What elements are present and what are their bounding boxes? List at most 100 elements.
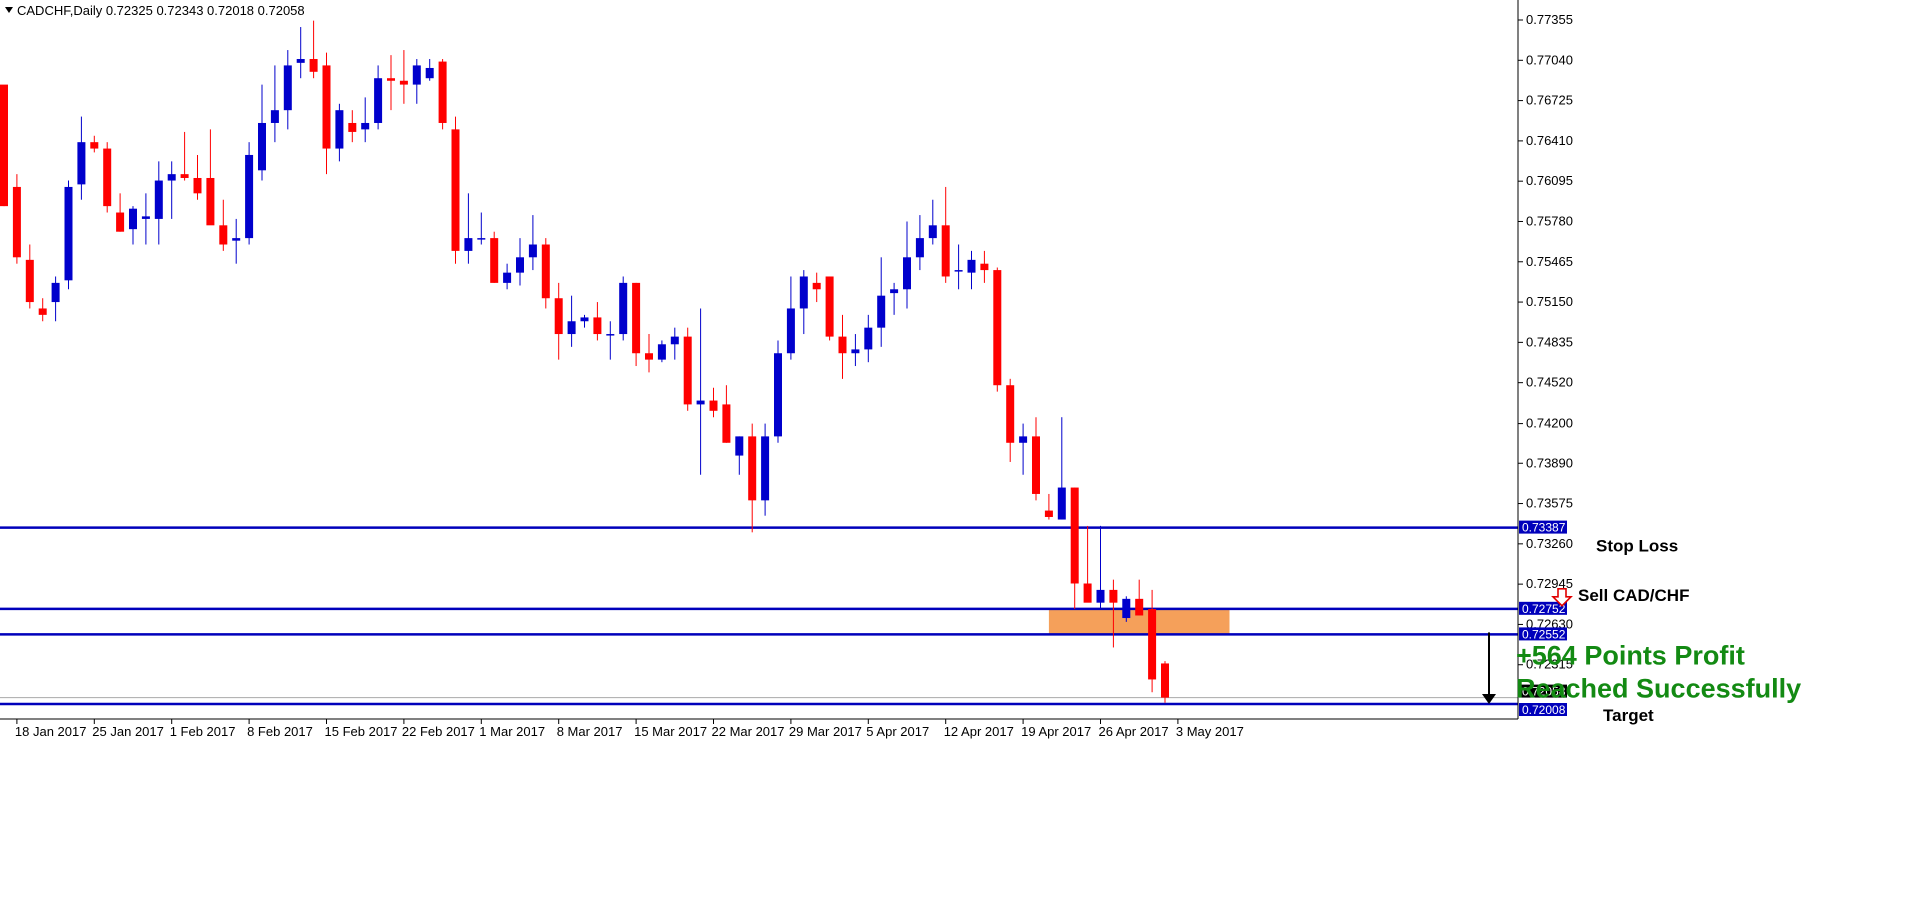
candle	[645, 334, 653, 373]
x-axis: 18 Jan 2017 25 Jan 2017 1 Feb 2017 8 Feb 20…	[15, 719, 1244, 739]
candle-body	[1148, 609, 1157, 680]
candle-body	[864, 327, 873, 350]
y-tick-label: 0.75150	[1526, 294, 1573, 309]
candle-body	[799, 276, 808, 309]
candle-body	[464, 238, 473, 251]
candle	[90, 135, 99, 153]
candle	[683, 327, 692, 411]
candle-body	[129, 208, 137, 230]
candle-body	[670, 336, 679, 345]
candle	[309, 20, 318, 79]
candle	[180, 131, 189, 181]
candle-body	[580, 317, 589, 322]
x-tick-label: 15 Mar 2017	[634, 724, 707, 739]
candle	[851, 334, 860, 367]
x-tick-label: 22 Mar 2017	[712, 724, 785, 739]
price-label-entry-box	[1519, 601, 1567, 615]
candle	[0, 84, 8, 207]
candle	[1109, 579, 1118, 648]
y-tick-label: 0.72315	[1526, 657, 1573, 672]
annotations-layer: Stop Loss Sell CAD/CHF +564 Points Profi…	[1482, 537, 1801, 725]
candle-body	[516, 257, 524, 273]
candle	[670, 327, 679, 360]
candle	[606, 321, 615, 360]
candle	[464, 193, 473, 264]
candle	[129, 206, 137, 245]
candle-body	[438, 61, 447, 123]
candle-body	[12, 186, 21, 258]
candle	[258, 84, 266, 181]
candle	[322, 52, 331, 175]
candle-body	[954, 270, 963, 272]
profit-label-line1: +564 Points Profit	[1516, 640, 1745, 670]
candle-body	[374, 78, 383, 123]
candle-body	[993, 270, 1002, 386]
candle	[657, 340, 666, 363]
candle-body	[154, 180, 163, 219]
x-tick-label: 18 Jan 2017	[15, 724, 87, 739]
candle	[838, 314, 847, 379]
candle	[38, 298, 47, 322]
y-tick-label: 0.77040	[1526, 52, 1573, 67]
y-tick-label: 0.73890	[1526, 455, 1573, 470]
candle-body	[903, 257, 911, 290]
price-label-target: 0.72008	[1522, 703, 1566, 717]
x-tick-label: 29 Mar 2017	[789, 724, 862, 739]
candle-body	[941, 225, 950, 277]
candle	[141, 193, 150, 245]
candle-body	[709, 400, 718, 411]
candle-body	[645, 353, 653, 360]
candles-layer	[0, 20, 1169, 703]
candle-body	[967, 259, 976, 273]
candle-body	[116, 212, 125, 232]
candle	[425, 59, 434, 81]
candle	[761, 423, 770, 516]
candle	[632, 282, 641, 367]
candle	[12, 174, 21, 264]
candle	[864, 314, 873, 363]
candle	[270, 65, 279, 143]
candle-body	[296, 59, 305, 63]
y-tick-label: 0.77355	[1526, 12, 1573, 27]
price-label-zone-low-box	[1519, 627, 1567, 641]
candle	[1019, 423, 1028, 475]
candle	[1032, 417, 1040, 501]
candle-body	[245, 154, 254, 239]
candle	[1161, 661, 1169, 703]
x-tick-label: 12 Apr 2017	[944, 724, 1014, 739]
symbol-info: CADCHF,Daily 0.72325 0.72343 0.72018 0.7…	[17, 3, 305, 18]
price-label-current-box	[1519, 684, 1567, 698]
candle-body	[696, 400, 705, 405]
x-tick-label: 8 Feb 2017	[247, 724, 313, 739]
x-tick-label: 5 Apr 2017	[866, 724, 929, 739]
target-arrow-icon	[1482, 632, 1496, 704]
chart-header: CADCHF,Daily 0.72325 0.72343 0.72018 0.7…	[5, 3, 305, 18]
candle	[51, 276, 60, 322]
candle	[167, 161, 176, 219]
candle	[1083, 525, 1092, 603]
candle-body	[77, 142, 86, 185]
candle	[412, 59, 421, 104]
candle-body	[258, 122, 266, 171]
y-tick-label: 0.76410	[1526, 133, 1573, 148]
candle-body	[593, 317, 602, 335]
candle	[528, 215, 537, 271]
candle-body	[425, 67, 434, 79]
level-lines-layer	[0, 526, 1518, 706]
candle	[541, 238, 550, 309]
y-tick-label: 0.75780	[1526, 213, 1573, 228]
candle	[103, 142, 112, 213]
candle	[477, 212, 486, 245]
candle-body	[412, 65, 421, 85]
candle-body	[748, 436, 757, 501]
candle	[516, 238, 524, 286]
candle	[554, 282, 563, 360]
candle	[348, 110, 357, 143]
candle-body	[451, 129, 460, 251]
candle-body	[193, 177, 202, 194]
candle	[283, 50, 292, 130]
sell-label: Sell CAD/CHF	[1578, 586, 1689, 605]
y-tick-label: 0.74200	[1526, 416, 1573, 431]
candle	[722, 385, 731, 443]
